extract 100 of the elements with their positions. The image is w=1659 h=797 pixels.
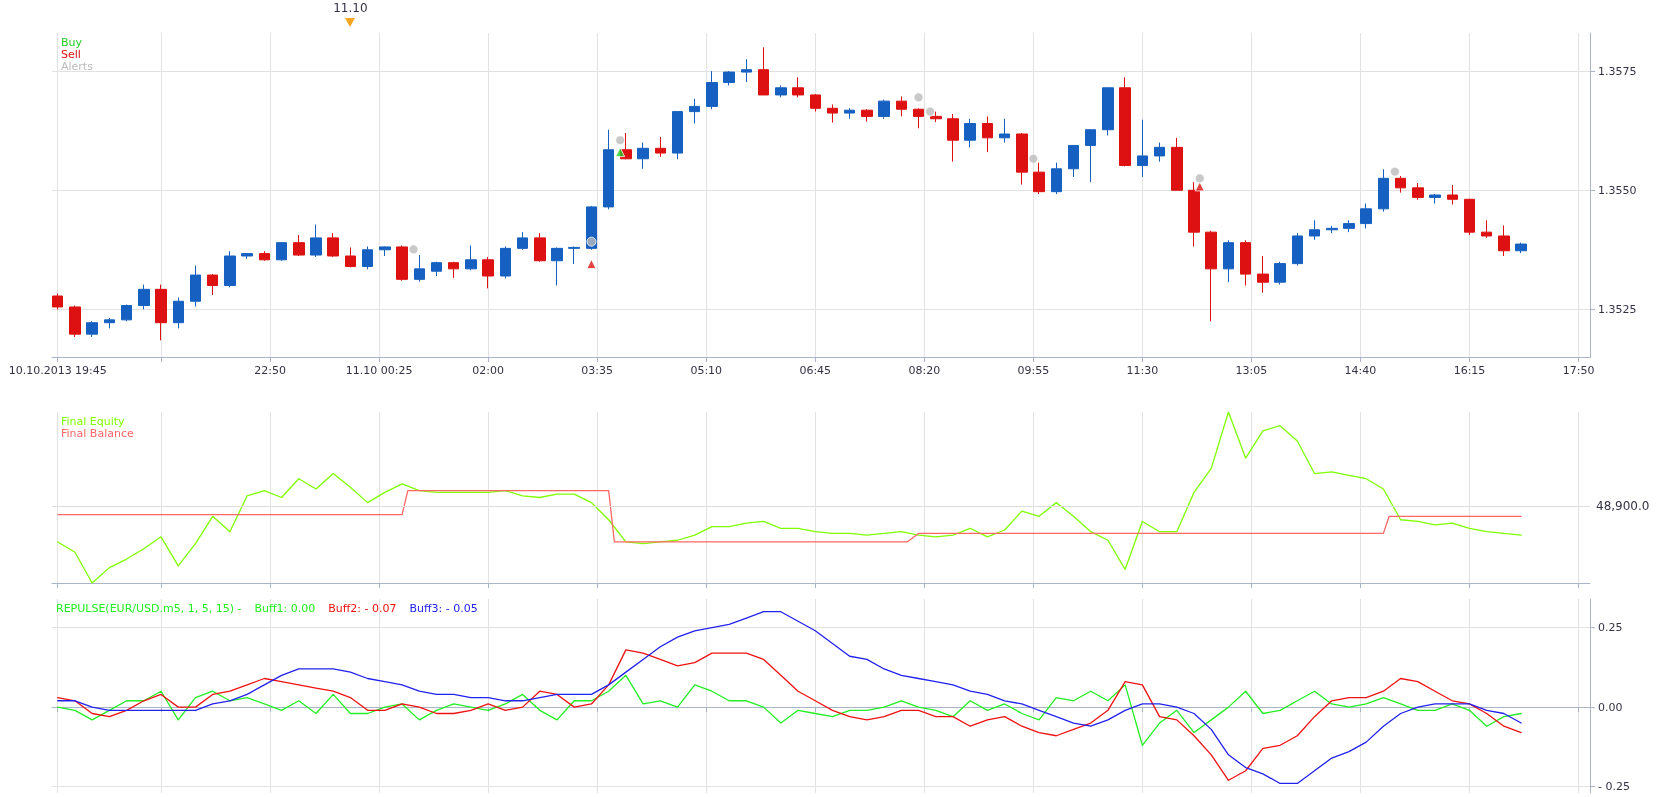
y-tick-label: - 0.25 [1598, 780, 1630, 794]
candlestick [1481, 219, 1492, 239]
candlestick [1343, 219, 1355, 233]
candlestick [1223, 239, 1234, 283]
text: 48,900.0 [1596, 499, 1650, 514]
candlestick [1378, 168, 1389, 213]
candlestick [362, 245, 373, 270]
text: Sell [61, 48, 81, 61]
candlestick [276, 242, 287, 262]
candlestick [827, 103, 838, 124]
candlestick [465, 245, 477, 271]
x-tick-label: 13:05 [1235, 364, 1268, 377]
candlestick [741, 58, 752, 83]
candlestick [568, 245, 580, 265]
candlestick [672, 111, 683, 160]
point [586, 236, 597, 247]
text: Buff2: - 0.07 [328, 602, 397, 615]
candlestick [861, 108, 873, 123]
candlestick [999, 118, 1010, 144]
candlestick [1257, 255, 1269, 294]
x-tick-label: 06:45 [799, 364, 832, 377]
candlestick [1016, 132, 1028, 186]
candlestick [431, 261, 442, 277]
point [1389, 166, 1400, 177]
point [1194, 173, 1205, 184]
candlestick [1515, 242, 1527, 254]
candlestick [723, 70, 735, 86]
candlestick [482, 256, 494, 289]
text: 11.10 [333, 1, 368, 15]
candlestick [1119, 76, 1131, 167]
x-tick-label: 05:10 [690, 364, 723, 377]
chart-title: REPULSE(EUR/USD.m5, 1, 5, 15) - [56, 602, 242, 615]
candlestick [155, 284, 167, 341]
text: Alerts [61, 60, 94, 73]
candlestick [104, 317, 115, 329]
point [615, 135, 626, 146]
text: Buff1: 0.00 [254, 602, 316, 615]
candlestick [1033, 162, 1045, 195]
point [586, 259, 597, 270]
y-tick-label: 0.00 [1598, 700, 1623, 714]
y-tick-label: 1.3525 [1598, 302, 1637, 316]
candlestick [1498, 224, 1510, 257]
candlestick [758, 46, 769, 96]
candlestick [138, 284, 150, 310]
candlestick [1292, 232, 1303, 267]
candlestick [448, 261, 459, 279]
candlestick [1360, 203, 1372, 229]
point [1028, 153, 1039, 164]
candlestick [1102, 87, 1114, 136]
candlestick [1068, 144, 1079, 178]
candlestick [1171, 137, 1183, 191]
candlestick [689, 98, 700, 125]
candlestick [327, 232, 339, 258]
candlestick [1447, 184, 1458, 206]
candlestick [982, 115, 993, 153]
point [925, 106, 936, 117]
candlestick [1154, 142, 1165, 163]
candlestick [293, 234, 305, 257]
candlestick [810, 93, 821, 113]
candlestick [603, 129, 614, 210]
candlestick [1205, 230, 1217, 322]
candlestick [1412, 182, 1424, 201]
candlestick [1464, 198, 1475, 236]
candlestick [1051, 162, 1062, 195]
x-tick-label: 03:35 [581, 364, 614, 377]
candlestick [414, 254, 425, 283]
candlestick [345, 246, 356, 268]
candlestick [310, 224, 322, 258]
candlestick [706, 70, 718, 110]
candlestick [52, 293, 63, 310]
candlestick [379, 245, 391, 257]
candlestick [637, 142, 649, 170]
candlestick [878, 99, 890, 120]
y-tick-label: 0.25 [1598, 621, 1623, 635]
candlestick [500, 245, 511, 279]
x-tick-label: 02:00 [472, 364, 504, 377]
point [615, 147, 626, 158]
y-tick-label: 1.3550 [1598, 183, 1637, 197]
candlestick [517, 231, 528, 251]
text: Buff3: - 0.05 [409, 602, 478, 615]
candlestick [775, 84, 787, 98]
candlestick [121, 304, 132, 322]
candlestick [1429, 193, 1441, 205]
candlestick [86, 320, 98, 338]
line-series [57, 649, 1522, 781]
candlestick [896, 95, 907, 117]
candlestick [1309, 219, 1320, 241]
candlestick [173, 296, 184, 329]
candlestick [207, 273, 218, 296]
candlestick [224, 250, 236, 288]
text: Final Balance [61, 427, 134, 440]
candlestick [1085, 129, 1096, 183]
text: Buy [61, 36, 83, 49]
x-tick-label: 10.10.2013 19:45 [8, 364, 107, 377]
y-tick-label: 1.3575 [1598, 64, 1637, 78]
candlestick [396, 245, 408, 282]
candlestick [551, 246, 563, 287]
x-tick-label: 08:20 [908, 364, 941, 377]
point [408, 244, 419, 255]
x-tick-label: 09:55 [1017, 364, 1050, 377]
